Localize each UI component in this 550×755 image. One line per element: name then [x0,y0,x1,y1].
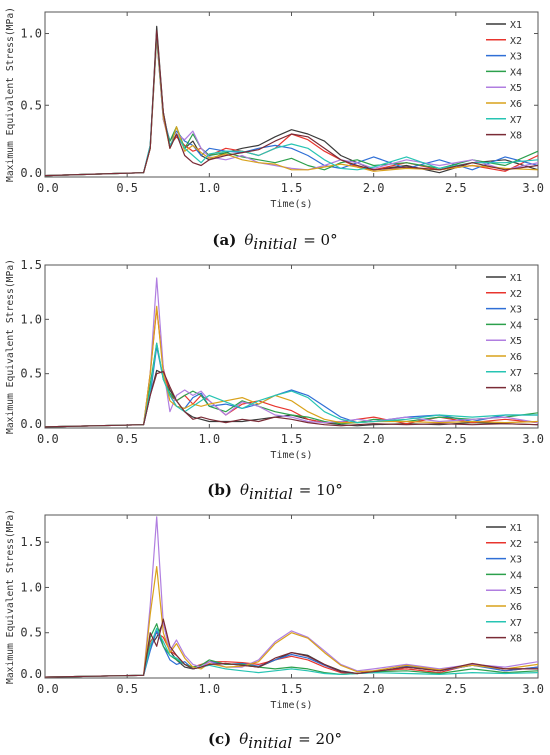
x-tick-label: 0.5 [116,432,138,446]
caption-subscript: initial [249,485,293,503]
x-tick-label: 0.0 [37,181,59,195]
x-tick-label: 0.0 [37,432,59,446]
x-tick-label: 2.5 [445,181,467,195]
y-tick-label: 0.0 [20,417,42,431]
chart-panel-a: 0.0 0.5 1.0 1.5 2.0 2.5 3.0 0.0 0.5 1.0 Time(s) Max… [5,7,544,253]
x-tick-label: 0.5 [116,682,138,696]
x-tick-label: 3.0 [522,432,544,446]
x-tick-label: 1.0 [198,682,220,696]
y-tick-label: 1.0 [20,27,42,41]
legend-label-x6: X6 [510,602,522,613]
x-tick-label: 3.0 [522,682,544,696]
legend-label-x1: X1 [510,523,522,534]
series-lines [45,277,538,428]
x-axis-label: Time(s) [270,450,312,461]
y-axis-label: Maximum Equivalent Stress(MPa) [5,509,16,684]
x-tick-label: 2.0 [363,432,385,446]
caption-tag: (c) [208,730,231,748]
legend-label-x4: X4 [510,320,522,331]
x-tick-label: 2.5 [445,682,467,696]
x-tick-label: 1.0 [198,432,220,446]
caption-value: = 20° [298,730,342,748]
x-tick-label: 2.0 [363,682,385,696]
legend-label-x3: X3 [510,305,522,316]
x-tick-label: 0.0 [37,682,59,696]
y-tick-label: 0.0 [20,166,42,180]
legend-label-x2: X2 [510,36,522,47]
legend-label-x1: X1 [510,20,522,31]
y-tick-label: 0.5 [20,626,42,640]
chart-panel-b: 0.0 0.5 1.0 1.5 2.0 2.5 3.0 0.0 0.5 1.0 1.5 Time(s)… [5,258,544,503]
legend-label-x3: X3 [510,52,522,63]
legend-label-x6: X6 [510,352,522,363]
x-axis-label: Time(s) [270,700,312,711]
legend-label-x6: X6 [510,99,522,110]
chart-panel-c: 0.0 0.5 1.0 1.5 2.0 2.5 3.0 0.0 0.5 1.0 1.5 Time(s)… [5,509,544,752]
x-tick-label: 1.0 [198,181,220,195]
series-line-x6 [45,565,538,678]
x-tick-label: 0.5 [116,181,138,195]
series-line-x8 [45,370,538,428]
caption-tag: (a) [212,231,236,249]
y-tick-label: 1.0 [20,312,42,326]
legend-label-x5: X5 [510,586,522,597]
panel-caption: (c) θinitial = 20° [208,730,342,752]
series-line-x8 [45,618,538,678]
plot-frame [44,264,539,429]
x-tick-label: 1.5 [281,432,303,446]
y-tick-label: 1.0 [20,580,42,594]
legend-label-x8: X8 [510,384,522,395]
y-tick-label: 0.5 [20,367,42,381]
series-line-x6 [45,35,538,177]
caption-symbol: θ [240,481,249,499]
plot-frame [44,11,539,178]
plot-frame [44,514,539,679]
x-tick-label: 2.0 [363,181,385,195]
panel-caption: (a) θinitial = 0° [212,231,337,253]
y-tick-label: 0.5 [20,98,42,112]
y-axis-label: Maximum Equivalent Stress(MPa) [5,259,16,434]
legend: X1 X2 X3 X4 X5 X6 X7 X8 [486,20,522,142]
legend-label-x5: X5 [510,83,522,94]
caption-symbol: θ [244,231,253,249]
caption-subscript: initial [248,734,292,752]
legend-label-x7: X7 [510,368,522,379]
legend: X1 X2 X3 X4 X5 X6 X7 X8 [486,523,522,645]
panel-caption: (b) θinitial = 10° [207,481,342,503]
legend-label-x7: X7 [510,618,522,629]
legend-label-x8: X8 [510,634,522,645]
series-lines [45,516,538,678]
series-line-x7 [45,627,538,678]
series-line-x8 [45,30,538,177]
x-tick-label: 1.5 [281,682,303,696]
legend: X1 X2 X3 X4 X5 X6 X7 X8 [486,273,522,395]
x-tick-label: 3.0 [522,181,544,195]
y-tick-label: 0.0 [20,667,42,681]
legend-label-x1: X1 [510,273,522,284]
legend-label-x3: X3 [510,555,522,566]
legend-label-x2: X2 [510,539,522,550]
y-tick-label: 1.5 [20,258,42,272]
legend-label-x4: X4 [510,570,522,581]
series-line-x7 [45,342,538,428]
x-axis-label: Time(s) [270,199,312,210]
caption-subscript: initial [253,235,297,253]
caption-value: = 0° [303,231,337,249]
y-axis-label: Maximum Equivalent Stress(MPa) [5,7,16,182]
legend-label-x7: X7 [510,115,522,126]
x-tick-label: 1.5 [281,181,303,195]
caption-symbol: θ [239,730,248,748]
legend-label-x8: X8 [510,131,522,142]
caption-tag: (b) [207,481,232,499]
y-tick-label: 1.5 [20,535,42,549]
legend-label-x5: X5 [510,336,522,347]
legend-label-x2: X2 [510,289,522,300]
series-line-x6 [45,305,538,428]
caption-value: = 10° [299,481,343,499]
legend-label-x4: X4 [510,67,522,78]
series-lines [45,25,538,177]
x-tick-label: 2.5 [445,432,467,446]
